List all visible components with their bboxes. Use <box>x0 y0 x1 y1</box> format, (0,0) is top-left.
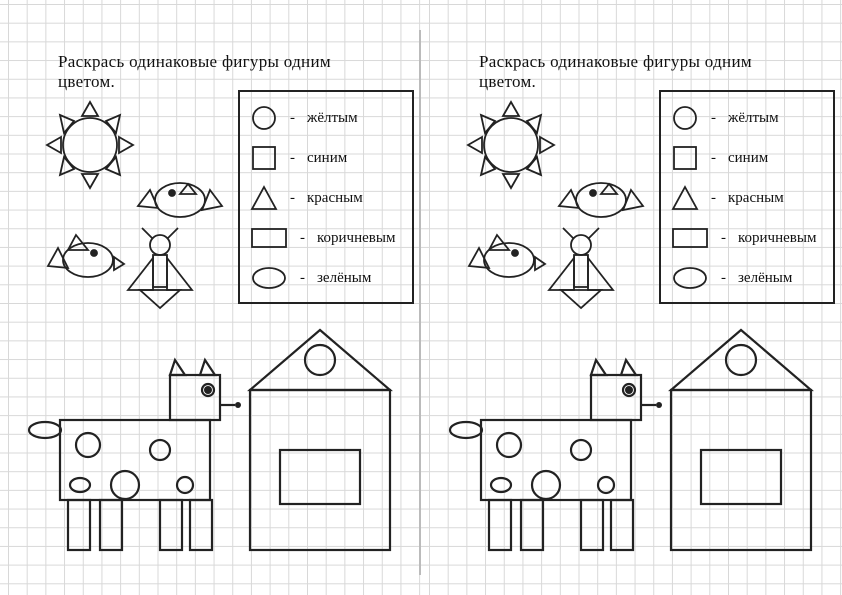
dog <box>450 360 662 550</box>
bird-left <box>48 235 124 277</box>
drawing-area <box>20 90 410 565</box>
bird-left <box>469 235 545 277</box>
instruction-text: Раскрась одинаковые фигуры одним цветом. <box>479 52 832 92</box>
panel-right: Раскрась одинаковые фигуры одним цветом.… <box>421 0 842 595</box>
sun <box>47 102 133 188</box>
dog <box>29 360 241 550</box>
instruction-line2: цветом. <box>479 72 832 92</box>
bird-right <box>138 183 222 217</box>
drawing-area <box>441 90 831 565</box>
house <box>671 330 811 550</box>
bird-right <box>559 183 643 217</box>
butterfly <box>549 228 613 308</box>
instruction-line2: цветом. <box>58 72 411 92</box>
instruction-line1: Раскрась одинаковые фигуры одним <box>58 52 411 72</box>
instruction-line1: Раскрась одинаковые фигуры одним <box>479 52 832 72</box>
butterfly <box>128 228 192 308</box>
panel-left: Раскрась одинаковые фигуры одним цветом.… <box>0 0 421 595</box>
house <box>250 330 390 550</box>
worksheet-page: Раскрась одинаковые фигуры одним цветом.… <box>0 0 842 595</box>
sun <box>468 102 554 188</box>
instruction-text: Раскрась одинаковые фигуры одним цветом. <box>58 52 411 92</box>
